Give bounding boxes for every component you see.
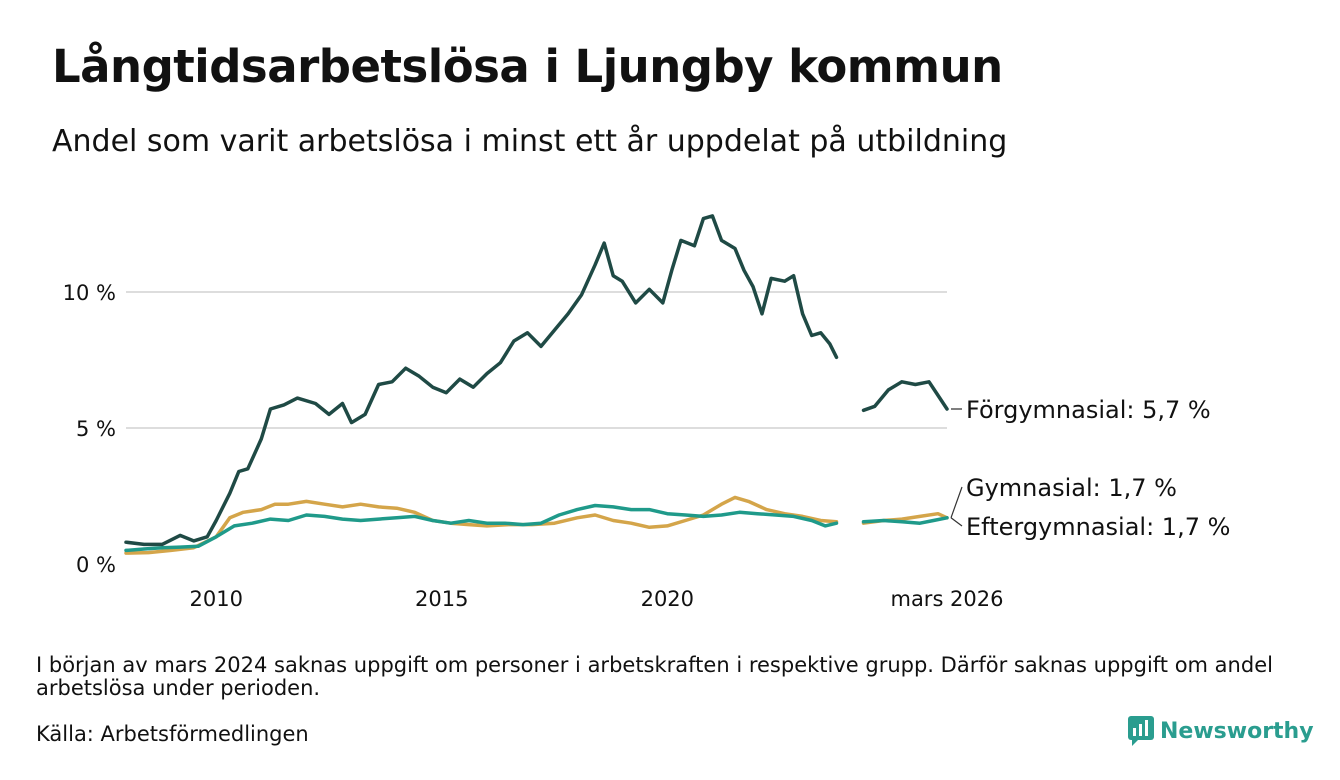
series-label-eftergymnasial: Eftergymnasial: 1,7 % [966, 513, 1230, 541]
series-line-forgymnasial [124, 214, 839, 547]
gridlines [126, 291, 947, 430]
x-tick-label: mars 2026 [890, 587, 1003, 611]
footnote: I början av mars 2024 saknas uppgift om … [36, 653, 1273, 700]
x-tick-label: 2015 [415, 587, 468, 611]
brand-name: Newsworthy [1160, 718, 1314, 744]
series-line-forgymnasial [861, 380, 949, 413]
series-end-labels: Förgymnasial: 5,7 % Gymnasial: 1,7 % Efter… [950, 396, 1230, 541]
series-label-forgymnasial: Förgymnasial: 5,7 % [966, 396, 1211, 424]
brand-logo: Newsworthy [1128, 716, 1314, 746]
y-tick-label: 10 % [63, 281, 116, 305]
series-lines [124, 214, 949, 555]
leader-line-gymnasial [950, 486, 963, 518]
source-label: Källa: Arbetsförmedlingen [36, 722, 309, 746]
newsworthy-logo-icon [1128, 716, 1154, 746]
x-tick-label: 2010 [189, 587, 242, 611]
chart-subtitle: Andel som varit arbetslösa i minst ett å… [52, 124, 1008, 159]
leader-line-eftergymnasial [950, 517, 963, 527]
chart-title: Långtidsarbetslösa i Ljungby kommun [52, 40, 1003, 93]
series-line-gymnasial [124, 495, 839, 555]
y-tick-label: 5 % [76, 417, 116, 441]
x-tick-label: 2020 [641, 587, 694, 611]
series-line-eftergymnasial [124, 503, 839, 553]
x-axis: 2010 2015 2020 mars 2026 [189, 587, 1003, 611]
series-line-eftergymnasial [861, 516, 949, 525]
y-tick-label: 0 % [76, 553, 116, 577]
line-chart: 0 % 5 % 10 % 2010 2015 2020 mars 2026 Förgymn… [63, 214, 1230, 611]
series-label-gymnasial: Gymnasial: 1,7 % [966, 474, 1177, 502]
y-axis: 0 % 5 % 10 % [63, 281, 116, 577]
